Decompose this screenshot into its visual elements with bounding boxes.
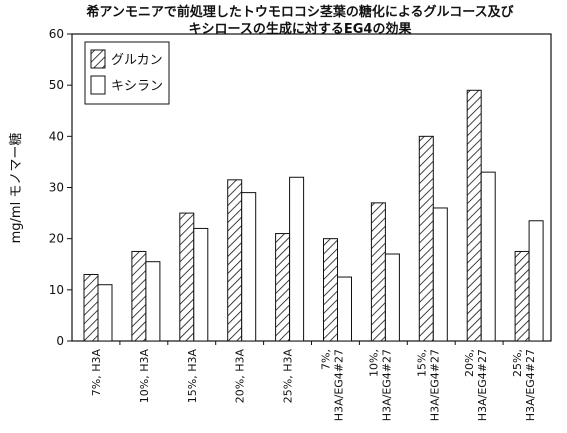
y-tick-label: 20 (49, 232, 64, 246)
y-tick-label: 30 (49, 181, 64, 195)
x-tick-label: 15%, H3A (186, 349, 199, 404)
bar-glucan (132, 251, 146, 341)
bar-glucan (515, 251, 529, 341)
bar-glucan (324, 239, 338, 341)
bar-xylan (98, 285, 112, 341)
x-tick-label: 25%, H3A (282, 349, 295, 404)
legend-label: キシラン (111, 79, 163, 94)
bar-xylan (385, 254, 399, 341)
y-tick-label: 60 (49, 27, 64, 41)
bar-xylan (146, 262, 160, 341)
bar-xylan (481, 172, 495, 341)
y-tick-label: 40 (49, 129, 64, 143)
x-tick-label: 20%, H3A (234, 349, 247, 404)
plot-area: 0 10 20 30 40 50 60 7%, H3A 10%, H3A 15%, H3A 20%,… (49, 27, 551, 421)
x-tick-label-line: H3A/EG4#27 (428, 349, 441, 421)
x-tick-label: 7%, H3A (90, 349, 103, 397)
y-tick-label: 0 (56, 334, 64, 348)
bar-glucan (276, 234, 290, 341)
bar-xylan (338, 277, 352, 341)
y-tick-label: 10 (49, 283, 64, 297)
x-tick-label-line: H3A/EG4#27 (332, 349, 345, 421)
x-tick-label-line: 25%, H3A (282, 349, 295, 404)
x-tick-label-line: 15%, H3A (186, 349, 199, 404)
bar-xylan (529, 221, 543, 341)
x-tick-label: 10%, H3A (138, 349, 151, 404)
chart-title-line1: 希アンモニアで前処理したトウモロコシ茎葉の糖化によるグルコース及び (86, 4, 514, 20)
bar-glucan (467, 90, 481, 341)
x-tick-label-line: H3A/EG4#27 (476, 349, 489, 421)
x-tick-label-line: 15%, (415, 349, 428, 377)
legend-swatch (91, 76, 105, 94)
x-tick-label-line: 25%, (511, 349, 524, 377)
bar-glucan (371, 203, 385, 341)
bar-glucan (84, 274, 98, 341)
bar-glucan (419, 136, 433, 341)
x-tick-label: 10%,H3A/EG4#27 (367, 349, 393, 421)
x-tick-label-line: 20%, H3A (234, 349, 247, 404)
x-tick-label-line: 7%, (319, 349, 332, 370)
x-tick-label-line: 7%, H3A (90, 349, 103, 397)
x-tick-label-line: 10%, (367, 349, 380, 377)
x-tick-label-line: 20%, (463, 349, 476, 377)
bar-xylan (242, 193, 256, 341)
x-tick-label: 20%,H3A/EG4#27 (463, 349, 489, 421)
y-axis-label: mg/ml モノマー糖 (8, 133, 24, 244)
x-tick-label: 7%,H3A/EG4#27 (319, 349, 345, 421)
y-tick-label: 50 (49, 78, 64, 92)
legend-swatch (91, 50, 105, 68)
bar-xylan (433, 208, 447, 341)
x-tick-label-line: 10%, H3A (138, 349, 151, 404)
bar-glucan (228, 180, 242, 341)
bar-xylan (290, 177, 304, 341)
x-tick-label-line: H3A/EG4#27 (380, 349, 393, 421)
legend-label: グルカン (111, 53, 163, 68)
bar-glucan (180, 213, 194, 341)
x-tick-label: 25%,H3A/EG4#27 (511, 349, 537, 421)
x-tick-label: 15%,H3A/EG4#27 (415, 349, 441, 421)
bar-xylan (194, 228, 208, 341)
x-tick-label-line: H3A/EG4#27 (524, 349, 537, 421)
